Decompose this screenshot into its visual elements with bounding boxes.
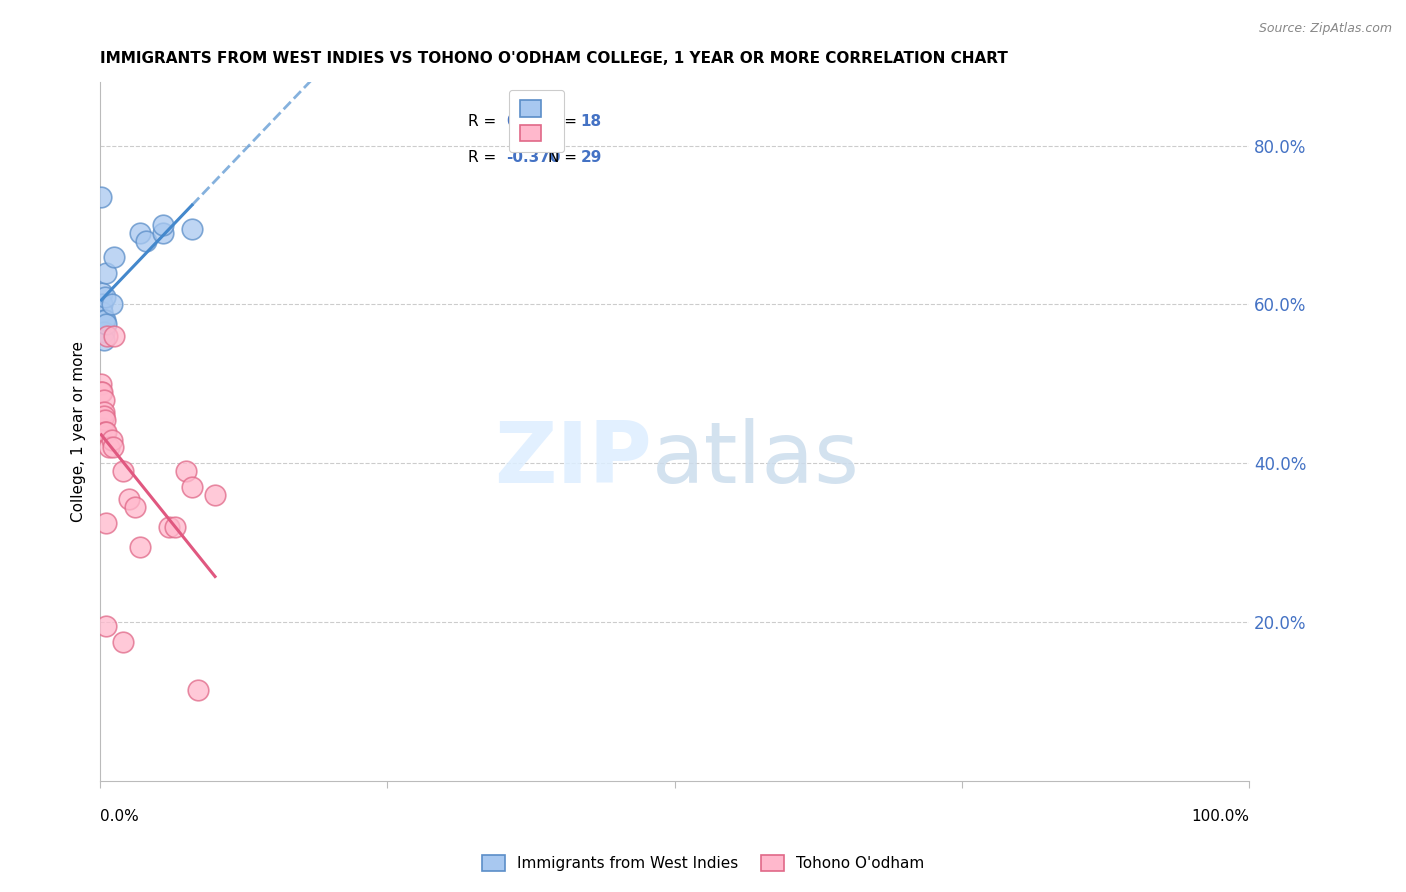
Point	[93, 333, 115, 347]
Point	[96, 329, 118, 343]
Point	[93, 405, 115, 419]
Point	[152, 218, 174, 232]
Point	[90, 376, 112, 391]
Point	[124, 500, 146, 514]
Point	[152, 226, 174, 240]
Text: 0.501: 0.501	[506, 113, 554, 128]
Point	[163, 520, 186, 534]
Point	[98, 441, 121, 455]
Text: R =: R =	[468, 150, 501, 165]
Point	[103, 250, 125, 264]
Text: 29: 29	[581, 150, 602, 165]
Text: 18: 18	[581, 113, 602, 128]
Point	[94, 266, 117, 280]
Point	[181, 222, 204, 236]
Point	[112, 635, 135, 649]
Text: ZIP: ZIP	[494, 418, 652, 501]
Point	[90, 190, 112, 204]
Point	[94, 516, 117, 530]
Point	[129, 540, 152, 554]
Point	[94, 318, 117, 332]
Text: 0.0%: 0.0%	[100, 809, 139, 824]
Point	[135, 234, 157, 248]
Point	[181, 480, 204, 494]
Point	[103, 329, 125, 343]
Point	[93, 392, 115, 407]
Point	[90, 384, 112, 399]
Point	[94, 425, 117, 439]
Point	[93, 326, 115, 340]
Point	[91, 420, 114, 434]
Point	[101, 441, 124, 455]
Point	[204, 488, 226, 502]
Point	[93, 289, 115, 303]
Point	[91, 305, 114, 319]
Text: N =: N =	[548, 113, 582, 128]
Text: 100.0%: 100.0%	[1191, 809, 1250, 824]
Point	[93, 412, 115, 426]
Point	[91, 412, 114, 426]
Legend: , : ,	[509, 90, 564, 153]
Point	[93, 425, 115, 439]
Point	[91, 285, 114, 300]
Point	[100, 433, 122, 447]
Point	[93, 409, 115, 423]
Text: IMMIGRANTS FROM WEST INDIES VS TOHONO O'ODHAM COLLEGE, 1 YEAR OR MORE CORRELATIO: IMMIGRANTS FROM WEST INDIES VS TOHONO O'…	[100, 51, 1008, 66]
Point	[94, 619, 117, 633]
Point	[91, 297, 114, 311]
Text: R =: R =	[468, 113, 501, 128]
Point	[91, 384, 114, 399]
Point	[100, 297, 122, 311]
Legend: Immigrants from West Indies, Tohono O'odham: Immigrants from West Indies, Tohono O'od…	[475, 849, 931, 877]
Text: N =: N =	[548, 150, 582, 165]
Point	[112, 464, 135, 478]
Point	[187, 682, 209, 697]
Y-axis label: College, 1 year or more: College, 1 year or more	[72, 341, 86, 522]
Text: -0.370: -0.370	[506, 150, 560, 165]
Point	[93, 313, 115, 327]
Text: Source: ZipAtlas.com: Source: ZipAtlas.com	[1258, 22, 1392, 36]
Point	[118, 491, 141, 506]
Point	[157, 520, 180, 534]
Point	[176, 464, 198, 478]
Text: atlas: atlas	[652, 418, 859, 501]
Point	[129, 226, 152, 240]
Point	[93, 313, 115, 327]
